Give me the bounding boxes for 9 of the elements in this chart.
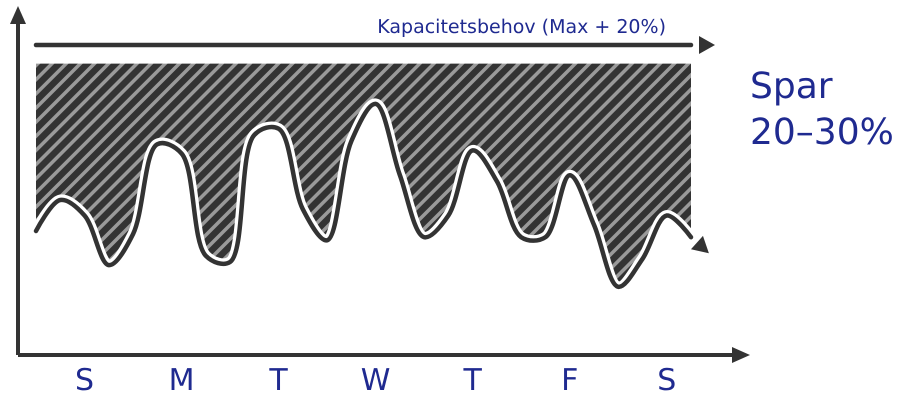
x-tick-label: M <box>168 363 194 398</box>
x-tick-label: T <box>268 363 288 398</box>
x-tick-label: T <box>462 363 483 398</box>
x-tick-label: W <box>360 363 390 398</box>
x-tick-label: S <box>74 363 94 398</box>
x-tick-label: S <box>657 363 676 398</box>
text: Spar 20–30% <box>750 66 894 153</box>
x-tick-label: F <box>561 363 578 398</box>
series-label: Kapacitetsbehov (Max + 20%) <box>377 16 666 38</box>
